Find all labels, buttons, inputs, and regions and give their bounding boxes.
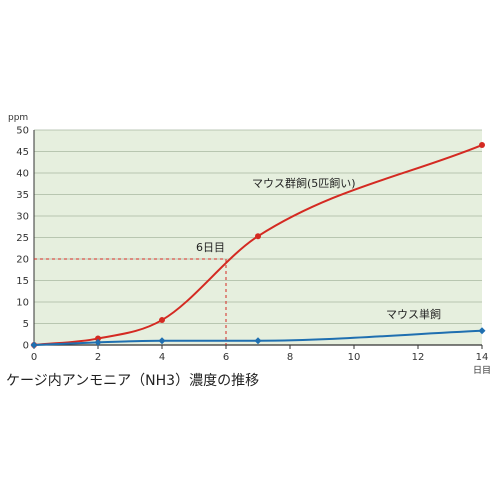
data-point-marker (30, 341, 38, 349)
chart-title: ケージ内アンモニア（NH3）濃度の推移 (6, 373, 259, 389)
x-tick-label: 10 (348, 352, 361, 363)
x-tick-label: 0 (31, 352, 37, 363)
tick-labels: 0 5 10 15 20 25 30 35 40 45 50 0 2 4 6 8 10 12 14 (16, 126, 488, 364)
x-tick-label: 2 (95, 352, 101, 363)
x-tick-label: 6 (223, 352, 229, 363)
data-point-marker (159, 317, 165, 324)
y-tick-label: 10 (16, 298, 29, 309)
annotation-guides (34, 258, 227, 345)
series-markers (30, 142, 486, 349)
x-tick-label: 4 (159, 352, 165, 363)
y-tick-label: 0 (23, 341, 29, 352)
data-point-marker (158, 337, 166, 345)
y-tick-label: 5 (23, 319, 29, 330)
x-axis-unit: 日目 (473, 365, 491, 376)
y-tick-label: 20 (16, 255, 29, 266)
data-point-marker (479, 142, 485, 149)
series-label-grouped: マウス群飼(5匹飼い) (252, 176, 356, 190)
annotation-day6: 6日目 (196, 241, 225, 254)
grid (34, 129, 482, 324)
x-tick-label: 14 (476, 352, 489, 363)
y-tick-label: 45 (16, 147, 29, 158)
series-line-1 (33, 329, 483, 346)
data-point-marker (254, 337, 262, 345)
series-label-single: マウス単飼 (386, 307, 441, 321)
y-axis-unit: ppm (8, 113, 28, 123)
y-tick-label: 15 (16, 276, 29, 287)
data-point-marker (255, 233, 261, 240)
y-tick-label: 35 (16, 190, 29, 201)
series-lines (33, 144, 483, 346)
data-point-marker (94, 338, 102, 346)
data-point-marker (478, 327, 486, 335)
y-tick-label: 25 (16, 233, 29, 244)
y-tick-label: 40 (16, 169, 29, 180)
data-point-marker (95, 335, 101, 342)
x-tick-label: 12 (412, 352, 425, 363)
y-tick-label: 30 (16, 212, 29, 223)
x-tick-label: 8 (287, 352, 293, 363)
y-tick-label: 50 (16, 126, 29, 137)
series-line-0 (33, 144, 483, 346)
